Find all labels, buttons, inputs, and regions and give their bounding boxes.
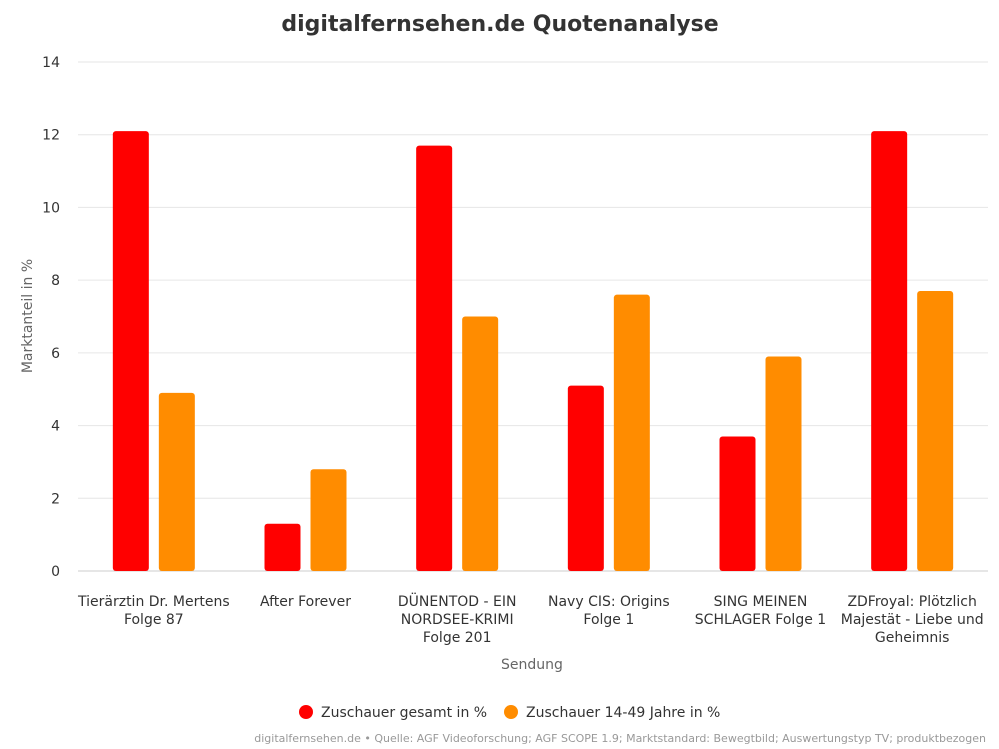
x-category-label: ZDFroyal: Plötzlich Majestät - Liebe und G… bbox=[841, 594, 984, 646]
x-category-label: Navy CIS: Origins Folge 1 bbox=[548, 594, 670, 628]
bar-14-49-4 bbox=[765, 356, 802, 571]
x-category-line: Geheimnis bbox=[875, 630, 950, 646]
bar-14-49-2 bbox=[462, 316, 499, 571]
legend-label: Zuschauer gesamt in % bbox=[321, 705, 487, 721]
bar-gesamt-2 bbox=[416, 145, 453, 571]
legend-label: Zuschauer 14-49 Jahre in % bbox=[526, 705, 720, 721]
bar-14-49-3 bbox=[613, 294, 650, 571]
x-category-line: Navy CIS: Origins bbox=[548, 594, 670, 610]
bars bbox=[112, 131, 954, 572]
x-axis-categories: Tierärztin Dr. Mertens Folge 87 After Fore… bbox=[77, 592, 984, 646]
bar-gesamt-4 bbox=[719, 436, 756, 571]
y-tick-label: 12 bbox=[42, 128, 60, 144]
bar-gesamt-0 bbox=[112, 131, 149, 572]
x-category-line: Folge 201 bbox=[423, 630, 492, 646]
bar-gesamt-3 bbox=[567, 385, 604, 571]
x-category-line: Folge 87 bbox=[124, 612, 184, 628]
y-tick-label: 10 bbox=[42, 200, 60, 216]
bar-14-49-5 bbox=[917, 291, 954, 571]
x-category-line: After Forever bbox=[260, 594, 351, 610]
x-axis-title: Sendung bbox=[501, 657, 563, 673]
bar-gesamt-5 bbox=[871, 131, 908, 572]
x-category-line: SING MEINEN bbox=[714, 594, 808, 610]
y-axis-ticks: 0 2 4 6 8 10 12 14 bbox=[42, 55, 60, 580]
x-category-label: Tierärztin Dr. Mertens Folge 87 bbox=[77, 594, 230, 628]
y-tick-label: 2 bbox=[51, 491, 60, 507]
x-category-label: DÜNENTOD - EIN NORDSEE-KRIMI Folge 201 bbox=[398, 592, 517, 646]
y-tick-label: 6 bbox=[51, 346, 60, 362]
x-category-line: NORDSEE-KRIMI bbox=[401, 612, 514, 628]
x-category-line: ZDFroyal: Plötzlich bbox=[847, 594, 976, 610]
x-category-label: SING MEINEN SCHLAGER Folge 1 bbox=[695, 594, 826, 628]
credits-text: digitalfernsehen.de • Quelle: AGF Videof… bbox=[254, 732, 986, 745]
bar-14-49-0 bbox=[158, 392, 195, 571]
x-category-label: After Forever bbox=[260, 594, 351, 610]
x-category-line: Tierärztin Dr. Mertens bbox=[77, 594, 230, 610]
y-axis-title: Marktanteil in % bbox=[20, 259, 36, 373]
legend-swatch bbox=[299, 705, 313, 719]
gridlines bbox=[78, 61, 988, 572]
x-category-line: DÜNENTOD - EIN bbox=[398, 592, 517, 610]
chart-title: digitalfernsehen.de Quotenanalyse bbox=[281, 12, 718, 37]
y-tick-label: 14 bbox=[42, 55, 60, 71]
legend: Zuschauer gesamt in % Zuschauer 14-49 Jah… bbox=[299, 705, 720, 721]
x-category-line: Folge 1 bbox=[583, 612, 634, 628]
x-category-line: Majestät - Liebe und bbox=[841, 612, 984, 628]
bar-gesamt-1 bbox=[264, 523, 301, 571]
y-tick-label: 4 bbox=[51, 419, 60, 435]
y-tick-label: 8 bbox=[51, 273, 60, 289]
x-category-line: SCHLAGER Folge 1 bbox=[695, 612, 826, 628]
legend-swatch bbox=[504, 705, 518, 719]
y-tick-label: 0 bbox=[51, 564, 60, 580]
bar-14-49-1 bbox=[310, 469, 347, 571]
